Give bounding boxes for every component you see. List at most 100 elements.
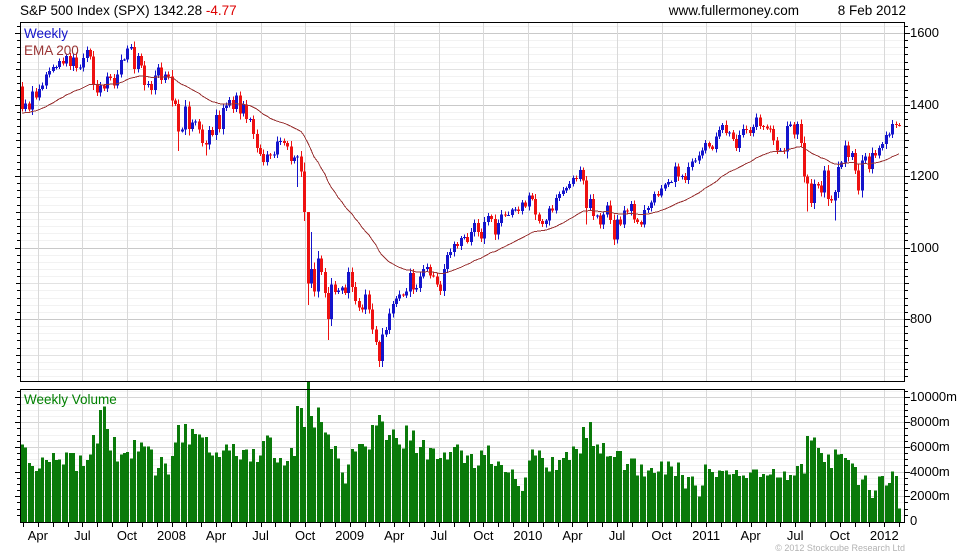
candle-body: [840, 162, 843, 168]
candle-body: [341, 287, 344, 291]
volume-bar: [283, 465, 286, 523]
volume-bar: [201, 437, 204, 523]
volume-bar: [177, 425, 180, 523]
candle-body: [579, 169, 582, 179]
volume-bar: [378, 415, 381, 523]
candle-body: [354, 286, 357, 302]
x-axis-label: Apr: [205, 528, 227, 543]
candle-body: [453, 243, 456, 253]
candle-body: [806, 176, 809, 184]
volume-bar: [531, 449, 534, 523]
candle-body: [837, 167, 840, 193]
volume-bar: [147, 446, 150, 523]
volume-axis-label: 10000m: [910, 389, 957, 405]
candle-body: [619, 219, 622, 225]
candle-body: [698, 155, 701, 161]
price-change: -4.77: [205, 3, 237, 18]
candle-body: [41, 85, 44, 90]
volume-bar: [861, 479, 864, 523]
candle-body: [786, 125, 789, 152]
volume-bar: [813, 437, 816, 523]
volume-bar: [415, 452, 418, 523]
candle-body: [888, 134, 891, 136]
candle-body: [834, 192, 837, 201]
candle-body: [511, 209, 514, 215]
volume-bar: [279, 458, 282, 523]
copyright-notice: © 2012 Stockcube Research Ltd: [775, 543, 905, 553]
volume-bar: [310, 416, 313, 523]
volume-bar: [242, 450, 245, 523]
candle-body: [568, 183, 571, 188]
volume-bar: [579, 453, 582, 523]
candle-body: [409, 272, 412, 292]
volume-bar: [558, 459, 561, 523]
volume-bar: [395, 438, 398, 523]
volume-bar: [623, 470, 626, 523]
volume-bar: [113, 436, 116, 523]
volume-bar: [205, 437, 208, 523]
volume-bar: [613, 457, 616, 523]
volume-bar: [725, 470, 728, 523]
candle-body: [415, 287, 418, 290]
x-axis-label: 2010: [513, 528, 543, 543]
candle-body: [290, 146, 293, 161]
candle-body: [446, 255, 449, 269]
candle-body: [711, 146, 714, 149]
candle-body: [735, 138, 738, 148]
volume-bar: [381, 421, 384, 523]
candle-body: [681, 176, 684, 177]
candle-body: [293, 157, 296, 161]
candle-body: [596, 215, 599, 217]
candle-body: [143, 65, 146, 86]
candle-body: [820, 185, 823, 193]
candle-body: [677, 166, 680, 177]
volume-bar: [337, 458, 340, 523]
candle-body: [177, 104, 180, 132]
candle-body: [800, 124, 803, 144]
candle-body: [854, 153, 857, 171]
candle-body: [817, 184, 820, 186]
candle-body: [123, 59, 126, 61]
volume-bar: [157, 468, 160, 523]
candle-body: [286, 143, 289, 147]
candle-body: [160, 67, 163, 81]
candle-body: [871, 152, 874, 169]
candle-body: [184, 106, 187, 130]
candle-body: [126, 48, 129, 60]
volume-bar: [582, 427, 585, 523]
candle-body: [483, 222, 486, 239]
price-axis-label: 1400: [910, 96, 939, 112]
volume-bar: [208, 452, 211, 523]
candle-body: [378, 342, 381, 361]
volume-bar: [721, 471, 724, 523]
candle-body: [562, 190, 565, 194]
candle-body: [381, 334, 384, 361]
volume-bar: [592, 446, 595, 523]
volume-bar: [130, 458, 133, 523]
volume-bar: [541, 457, 544, 523]
volume-bar: [443, 452, 446, 523]
volume-bar: [684, 488, 687, 523]
candle-body: [653, 194, 656, 203]
candle-body: [755, 117, 758, 128]
candle-body: [551, 208, 554, 211]
volume-bar: [864, 475, 867, 523]
volume-bar: [664, 474, 667, 523]
candle-body: [667, 182, 670, 185]
volume-bar: [647, 470, 650, 523]
volume-bar: [606, 456, 609, 523]
candle-body: [555, 197, 558, 211]
volume-bar: [854, 466, 857, 523]
volume-bar: [96, 443, 99, 523]
volume-bar: [327, 434, 330, 523]
volume-bar: [636, 475, 639, 523]
volume-bar: [123, 453, 126, 523]
candle-body: [215, 115, 218, 135]
candle-body: [521, 202, 524, 212]
volume-bar: [62, 464, 65, 523]
x-axis-label: Jul: [608, 528, 626, 543]
volume-bar: [358, 444, 361, 523]
candle-body: [606, 205, 609, 215]
volume-bar: [259, 455, 262, 523]
x-axis-label: Oct: [473, 528, 494, 543]
